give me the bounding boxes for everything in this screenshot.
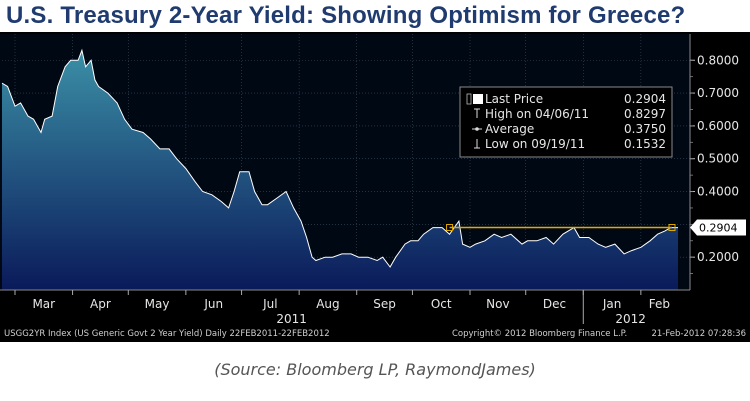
- x-tick-label: Sep: [373, 297, 396, 311]
- last-price-marker-left: [446, 224, 454, 232]
- x-tick-label: Jan: [602, 297, 622, 311]
- legend-icon: [466, 93, 472, 105]
- legend-row: High on 04/06/11 0.8297: [474, 107, 666, 121]
- x-tick-label: May: [145, 297, 170, 311]
- legend-row: Average 0.3750: [472, 122, 666, 136]
- x-tick-label: Oct: [431, 297, 452, 311]
- y-tick-label: 0.8000: [697, 53, 739, 67]
- footer-left: USGG2YR Index (US Generic Govt 2 Year Yi…: [4, 329, 330, 339]
- x-tick-label: Aug: [316, 297, 339, 311]
- legend-box: [459, 86, 673, 158]
- x-tick-label: Dec: [543, 297, 566, 311]
- yield-line: [1, 48, 678, 268]
- legend-label: High on 04/06/11: [485, 107, 589, 121]
- legend-label: Last Price: [485, 92, 543, 106]
- x-tick-label: Apr: [90, 297, 111, 311]
- legend-label: Average: [485, 122, 534, 136]
- source-caption: (Source: Bloomberg LP, RaymondJames): [214, 360, 536, 379]
- y-tick-label: 0.6000: [697, 119, 739, 133]
- last-price-tag: 0.2904: [690, 219, 746, 236]
- x-axis-ticks: Mar Apr May Jun Jul Aug Sep Oct Nov Dec Jan Feb 2011…: [0, 289, 690, 326]
- chart-svg: 0.8000 0.7000 0.6000 0.5000 0.4000 0.2000 0.2…: [0, 32, 750, 342]
- legend-swatch: [473, 94, 483, 104]
- y-tick-label: 0.5000: [697, 152, 739, 166]
- last-price-marker-right: [668, 224, 676, 232]
- y-tick-label: 0.2000: [697, 250, 739, 264]
- x-tick-label: Feb: [649, 297, 670, 311]
- x-tick-label: Nov: [486, 297, 509, 311]
- year-label: 2012: [615, 312, 646, 326]
- footer-right: 21-Feb-2012 07:28:36: [651, 329, 746, 339]
- legend-value: 0.8297: [624, 107, 666, 121]
- last-price-tag-label: 0.2904: [699, 222, 738, 235]
- legend-value: 0.2904: [624, 92, 666, 106]
- legend-icon: [475, 127, 479, 131]
- chart-title: U.S. Treasury 2-Year Yield: Showing Opti…: [6, 2, 686, 29]
- yield-area: [2, 50, 678, 291]
- footer-center: Copyright© 2012 Bloomberg Finance L.P.: [452, 329, 627, 339]
- year-label: 2011: [276, 312, 307, 326]
- legend-label: Low on 09/19/11: [485, 137, 585, 151]
- y-tick-label: 0.4000: [697, 185, 739, 199]
- legend-row: Last Price 0.2904: [466, 92, 666, 106]
- x-tick-label: Mar: [32, 297, 55, 311]
- x-tick-label: Jul: [262, 297, 277, 311]
- x-tick-label: Jun: [203, 297, 223, 311]
- legend-row: Low on 09/19/11 0.1532: [474, 137, 666, 151]
- y-axis-ticks: 0.8000 0.7000 0.6000 0.5000 0.4000 0.2000: [689, 34, 739, 290]
- legend-value: 0.3750: [624, 122, 666, 136]
- y-tick-label: 0.7000: [697, 86, 739, 100]
- chart-container: 0.8000 0.7000 0.6000 0.5000 0.4000 0.2000 0.2…: [0, 32, 750, 342]
- legend-value: 0.1532: [624, 137, 666, 151]
